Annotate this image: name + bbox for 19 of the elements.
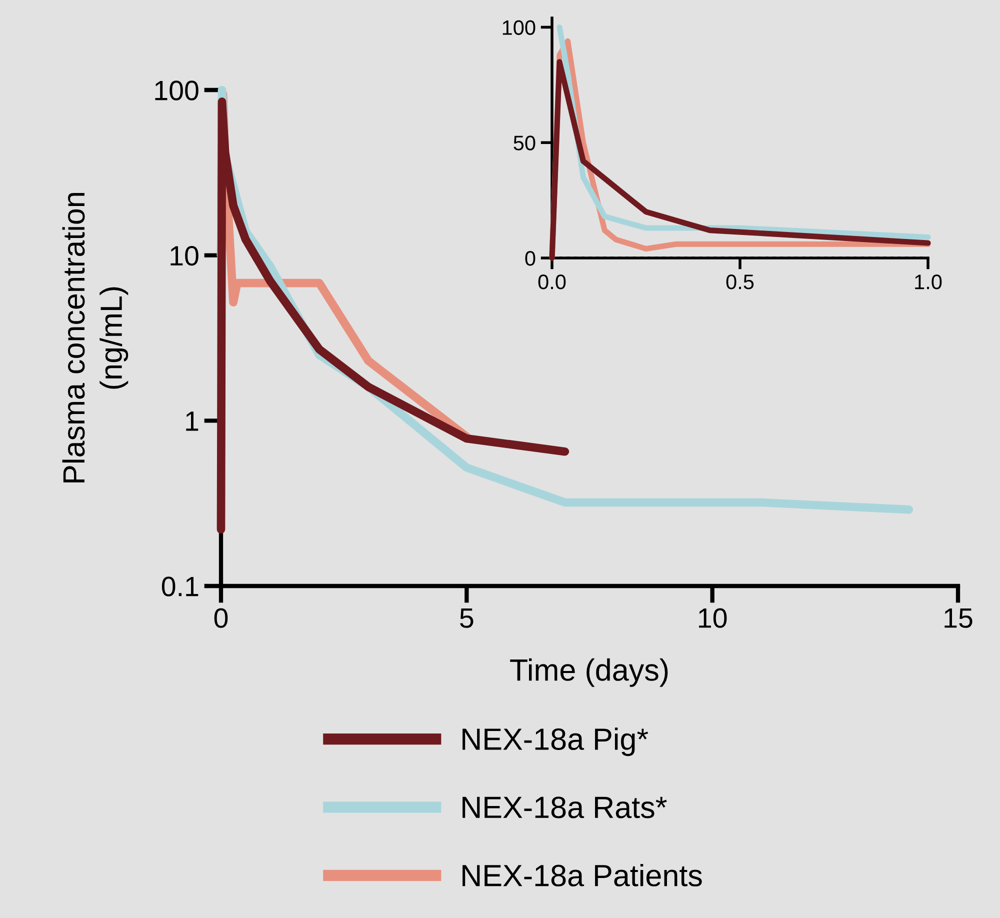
legend-label: NEX-18a Patients [462, 864, 702, 886]
y-tick-label: 50 [514, 136, 536, 150]
x-tick-label: 1.0 [915, 274, 942, 290]
x-tick-label: 10 [699, 608, 727, 628]
x-tick-label: 5 [460, 608, 474, 628]
x-tick-label: 0 [214, 608, 228, 628]
y-tick-label: 10 [170, 246, 198, 266]
x-tick-label: 15 [944, 608, 972, 628]
y-tick-label: 0.1 [162, 576, 198, 596]
y-tick-label: 100 [155, 80, 198, 100]
y-axis-title: Plasma concentration (ng/mL) [62, 193, 128, 482]
legend-label: NEX-18a Rats* [462, 796, 667, 818]
x-tick-label: 0.5 [726, 274, 754, 290]
x-axis-title: Time (days) [510, 658, 668, 687]
legend-label: NEX-18a Pig* [462, 728, 648, 756]
y-tick-label: 100 [502, 20, 536, 35]
y-tick-label: 1 [186, 412, 198, 431]
x-tick-label: 0.0 [538, 274, 566, 290]
y-tick-label: 0 [525, 251, 536, 266]
